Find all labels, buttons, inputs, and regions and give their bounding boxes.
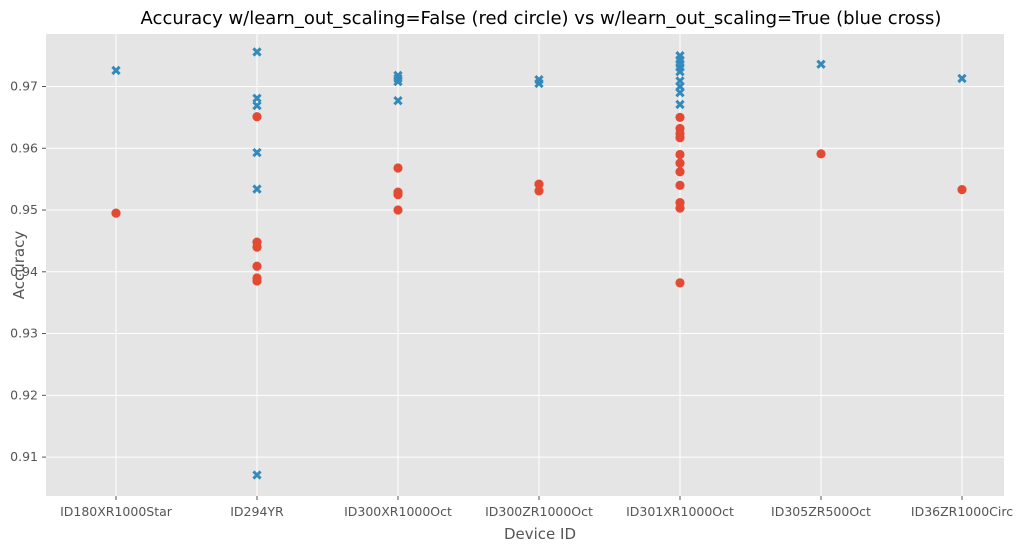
data-point-cross — [534, 78, 544, 89]
data-point-circle — [534, 179, 544, 189]
data-point-cross — [393, 96, 403, 106]
y-tick-label: 0.93 — [10, 326, 38, 341]
x-tick-label: ID294YR — [230, 504, 284, 519]
data-point-circle — [252, 242, 262, 252]
x-tick-labels: ID180XR1000Star ID294YR ID300XR1000Oct ID30… — [60, 504, 1013, 519]
data-point-cross — [252, 184, 262, 194]
data-point-circle — [957, 185, 967, 195]
y-tick-label: 0.95 — [10, 202, 38, 217]
y-tick-label: 0.97 — [10, 79, 38, 94]
data-point-circle — [252, 261, 262, 271]
data-point-circle — [111, 208, 121, 218]
data-point-cross — [675, 88, 685, 98]
data-point-cross — [252, 147, 262, 158]
data-point-cross — [252, 93, 262, 103]
data-point-cross — [111, 65, 121, 76]
data-point-circle — [675, 180, 685, 190]
y-axis-label: Accuracy — [10, 231, 28, 300]
data-point-cross — [816, 59, 826, 69]
x-tick-label: ID300XR1000Oct — [344, 504, 452, 519]
data-point-circle — [675, 158, 685, 168]
data-point-cross — [252, 470, 262, 480]
data-point-circle — [675, 149, 685, 160]
y-tick-labels: 0.91 0.92 0.93 0.94 0.95 0.96 0.97 — [10, 79, 38, 465]
y-tick-label: 0.91 — [10, 449, 38, 464]
data-point-cross — [675, 99, 685, 110]
x-tick-label: ID36ZR1000Circ — [911, 504, 1013, 519]
data-point-circle — [675, 133, 685, 143]
data-point-cross — [252, 100, 262, 111]
data-point-circle — [675, 167, 685, 177]
data-point-circle — [675, 112, 685, 122]
data-point-cross — [393, 76, 403, 87]
y-tick-label: 0.94 — [10, 264, 38, 279]
data-point-circle — [393, 205, 403, 215]
data-point-circle — [816, 149, 826, 159]
x-tick-label: ID301XR1000Oct — [626, 504, 734, 519]
plot-area — [46, 34, 1004, 496]
scatter-marks — [111, 47, 967, 480]
data-point-circle — [534, 186, 544, 196]
y-tick-label: 0.92 — [10, 387, 38, 402]
chart-title: Accuracy w/learn_out_scaling=False (red … — [141, 8, 942, 29]
x-tick-label: ID305ZR500Oct — [771, 504, 871, 519]
x-tick-label: ID180XR1000Star — [60, 504, 173, 519]
data-point-circle — [252, 276, 262, 286]
data-point-cross — [252, 47, 262, 57]
data-point-circle — [252, 112, 262, 122]
y-tick-label: 0.96 — [10, 140, 38, 155]
data-point-circle — [675, 278, 685, 288]
x-tick-label: ID300ZR1000Oct — [485, 504, 593, 519]
data-point-cross — [675, 67, 685, 77]
data-point-circle — [393, 163, 403, 173]
x-axis-label: Device ID — [504, 525, 576, 543]
data-point-circle — [675, 203, 685, 213]
data-point-cross — [957, 73, 967, 84]
data-point-circle — [393, 189, 403, 200]
